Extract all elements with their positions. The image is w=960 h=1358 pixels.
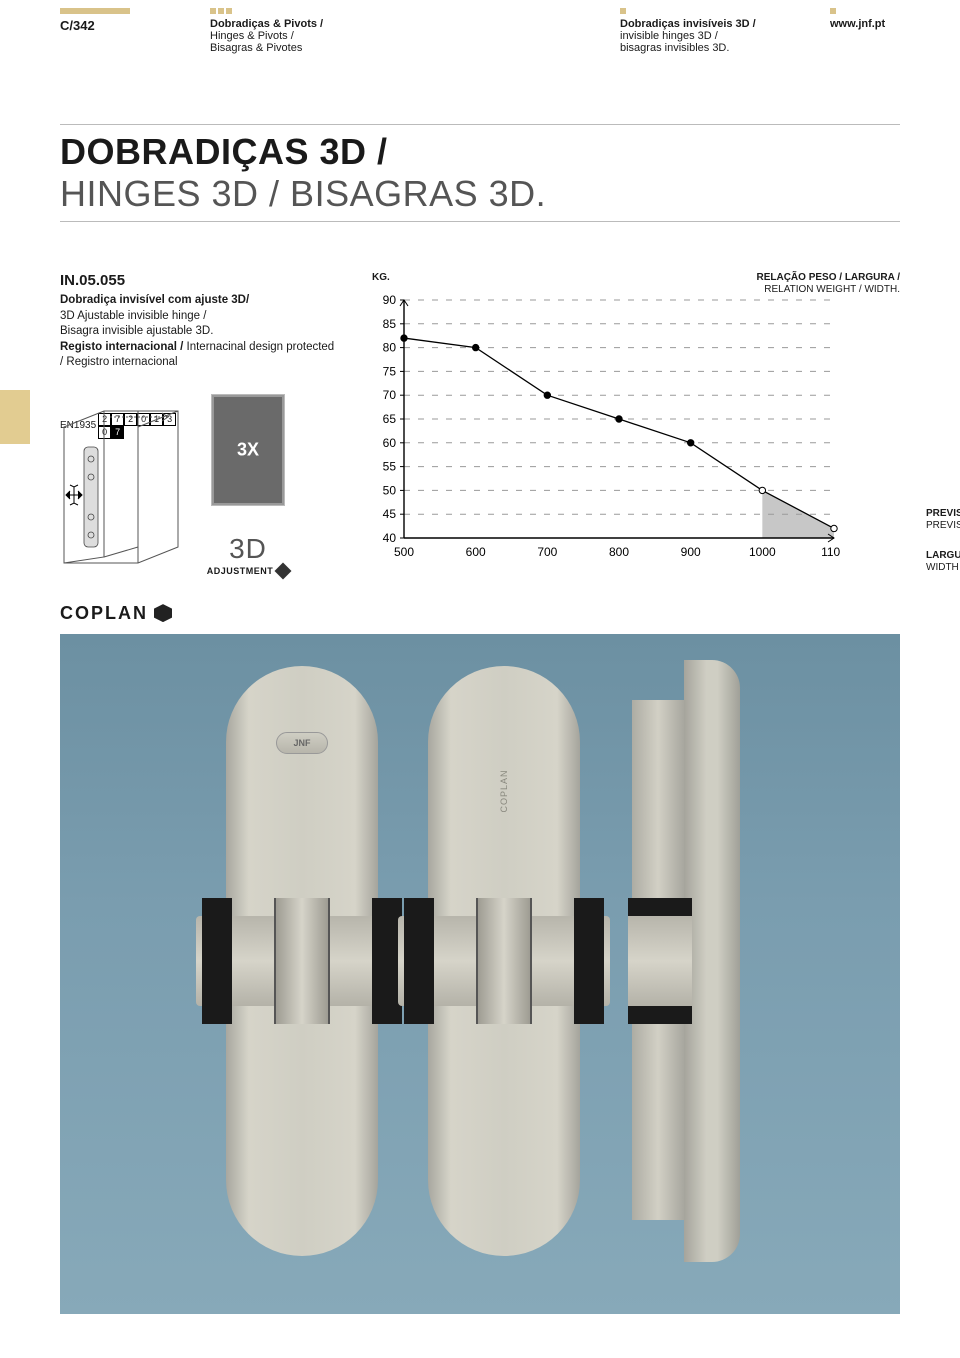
hinge-sketch: EN1935 27201307	[60, 407, 180, 577]
svg-text:900: 900	[681, 545, 701, 559]
adjustment-3d: 3D	[229, 533, 267, 565]
cat-line2: Hinges & Pivots /	[210, 30, 380, 42]
chart-column: KG. RELAÇÃO PESO / LARGURA / RELATION WE…	[360, 272, 920, 577]
page-title-block: DOBRADIÇAS 3D / HINGES 3D / BISAGRAS 3D.	[60, 124, 900, 222]
subcat-line1: Dobradiças invisíveis 3D /	[620, 18, 800, 30]
svg-text:65: 65	[383, 412, 397, 426]
desc-plain1: 3D Ajustable invisible hinge /	[60, 310, 206, 322]
coplan-cube-icon	[154, 604, 172, 622]
hinge-front-1: JNF	[226, 666, 378, 1256]
page-header: C/342 Dobradiças & Pivots / Hinges & Piv…	[0, 0, 960, 54]
largura-label-2: WIDTH (MM.)	[926, 562, 960, 573]
svg-text:80: 80	[383, 341, 397, 355]
door-sketch: 3X 3D ADJUSTMENT	[198, 395, 298, 577]
title-main: DOBRADIÇAS 3D /	[60, 125, 900, 173]
adjustment-sub-text: ADJUSTMENT	[207, 566, 274, 576]
cube-icon	[275, 562, 292, 579]
svg-text:1100: 1100	[821, 545, 840, 559]
coplan-watermark: COPLAN	[499, 769, 509, 812]
svg-text:45: 45	[383, 507, 397, 521]
jnf-logo: JNF	[276, 732, 328, 754]
svg-text:500: 500	[394, 545, 414, 559]
product-row: IN.05.055 Dobradiça invisível com ajuste…	[0, 272, 960, 577]
prevision-label-2: PREVISION	[926, 520, 960, 531]
product-code: IN.05.055	[60, 272, 340, 289]
svg-text:70: 70	[383, 388, 397, 402]
side-tab	[0, 390, 30, 444]
svg-text:90: 90	[383, 293, 397, 307]
svg-text:700: 700	[537, 545, 557, 559]
desc-bold1: Dobradiça invisível com ajuste 3D/	[60, 294, 249, 306]
hinge-sketch-svg	[60, 407, 180, 587]
svg-text:1000: 1000	[749, 545, 776, 559]
desc-bold2: Registo internacional /	[60, 341, 183, 353]
svg-text:60: 60	[383, 436, 397, 450]
desc-plain2: Bisagra invisible ajustable 3D.	[60, 325, 213, 337]
product-description: Dobradiça invisível com ajuste 3D/ 3D Aj…	[60, 293, 340, 371]
svg-text:50: 50	[383, 483, 397, 497]
coplan-text: COPLAN	[60, 603, 148, 624]
page-code: C/342	[60, 18, 150, 33]
largura-label-1: LARGURA /	[926, 550, 960, 561]
header-col-url: www.jnf.pt	[830, 8, 885, 30]
cat-line1: Dobradiças & Pivots /	[210, 18, 380, 30]
prevision-label-1: PREVISÃO /	[926, 508, 960, 519]
kg-label: KG.	[372, 272, 390, 283]
adjustment-sub: ADJUSTMENT	[207, 565, 290, 577]
header-col-category: Dobradiças & Pivots / Hinges & Pivots / …	[210, 8, 380, 54]
header-col-pagecode: C/342	[60, 8, 150, 54]
title-sub: HINGES 3D / BISAGRAS 3D.	[60, 173, 900, 215]
hinge-knuckle-1	[196, 898, 408, 1024]
hinge-knuckle-2	[398, 898, 610, 1024]
door-3x-label: 3X	[237, 439, 259, 460]
hinge-front-2: COPLAN	[428, 666, 580, 1256]
product-render: JNF COPLAN	[60, 634, 900, 1314]
subcat-line2: invisible hinges 3D /	[620, 30, 800, 42]
cat-line3: Bisagras & Pivotes	[210, 42, 380, 54]
sketch-row: EN1935 27201307 3X 3D ADJUSTMENT	[60, 395, 340, 577]
chart-title-1: RELAÇÃO PESO / LARGURA /	[756, 272, 900, 283]
coplan-brand: COPLAN	[60, 603, 960, 624]
hinge-side-view	[632, 660, 742, 1262]
door-icon: 3X	[212, 395, 284, 505]
site-url: www.jnf.pt	[830, 18, 885, 30]
svg-text:55: 55	[383, 460, 397, 474]
svg-text:600: 600	[466, 545, 486, 559]
svg-text:40: 40	[383, 531, 397, 545]
header-col-subcategory: Dobradiças invisíveis 3D / invisible hin…	[620, 8, 800, 54]
svg-text:75: 75	[383, 364, 397, 378]
weight-width-chart: 40 45 50 55 60 65 70 75 80 85 90 500 600 700 800 900 100…	[360, 292, 840, 562]
svg-text:85: 85	[383, 317, 397, 331]
subcat-line3: bisagras invisibles 3D.	[620, 42, 800, 54]
svg-text:800: 800	[609, 545, 629, 559]
product-info: IN.05.055 Dobradiça invisível com ajuste…	[60, 272, 340, 577]
